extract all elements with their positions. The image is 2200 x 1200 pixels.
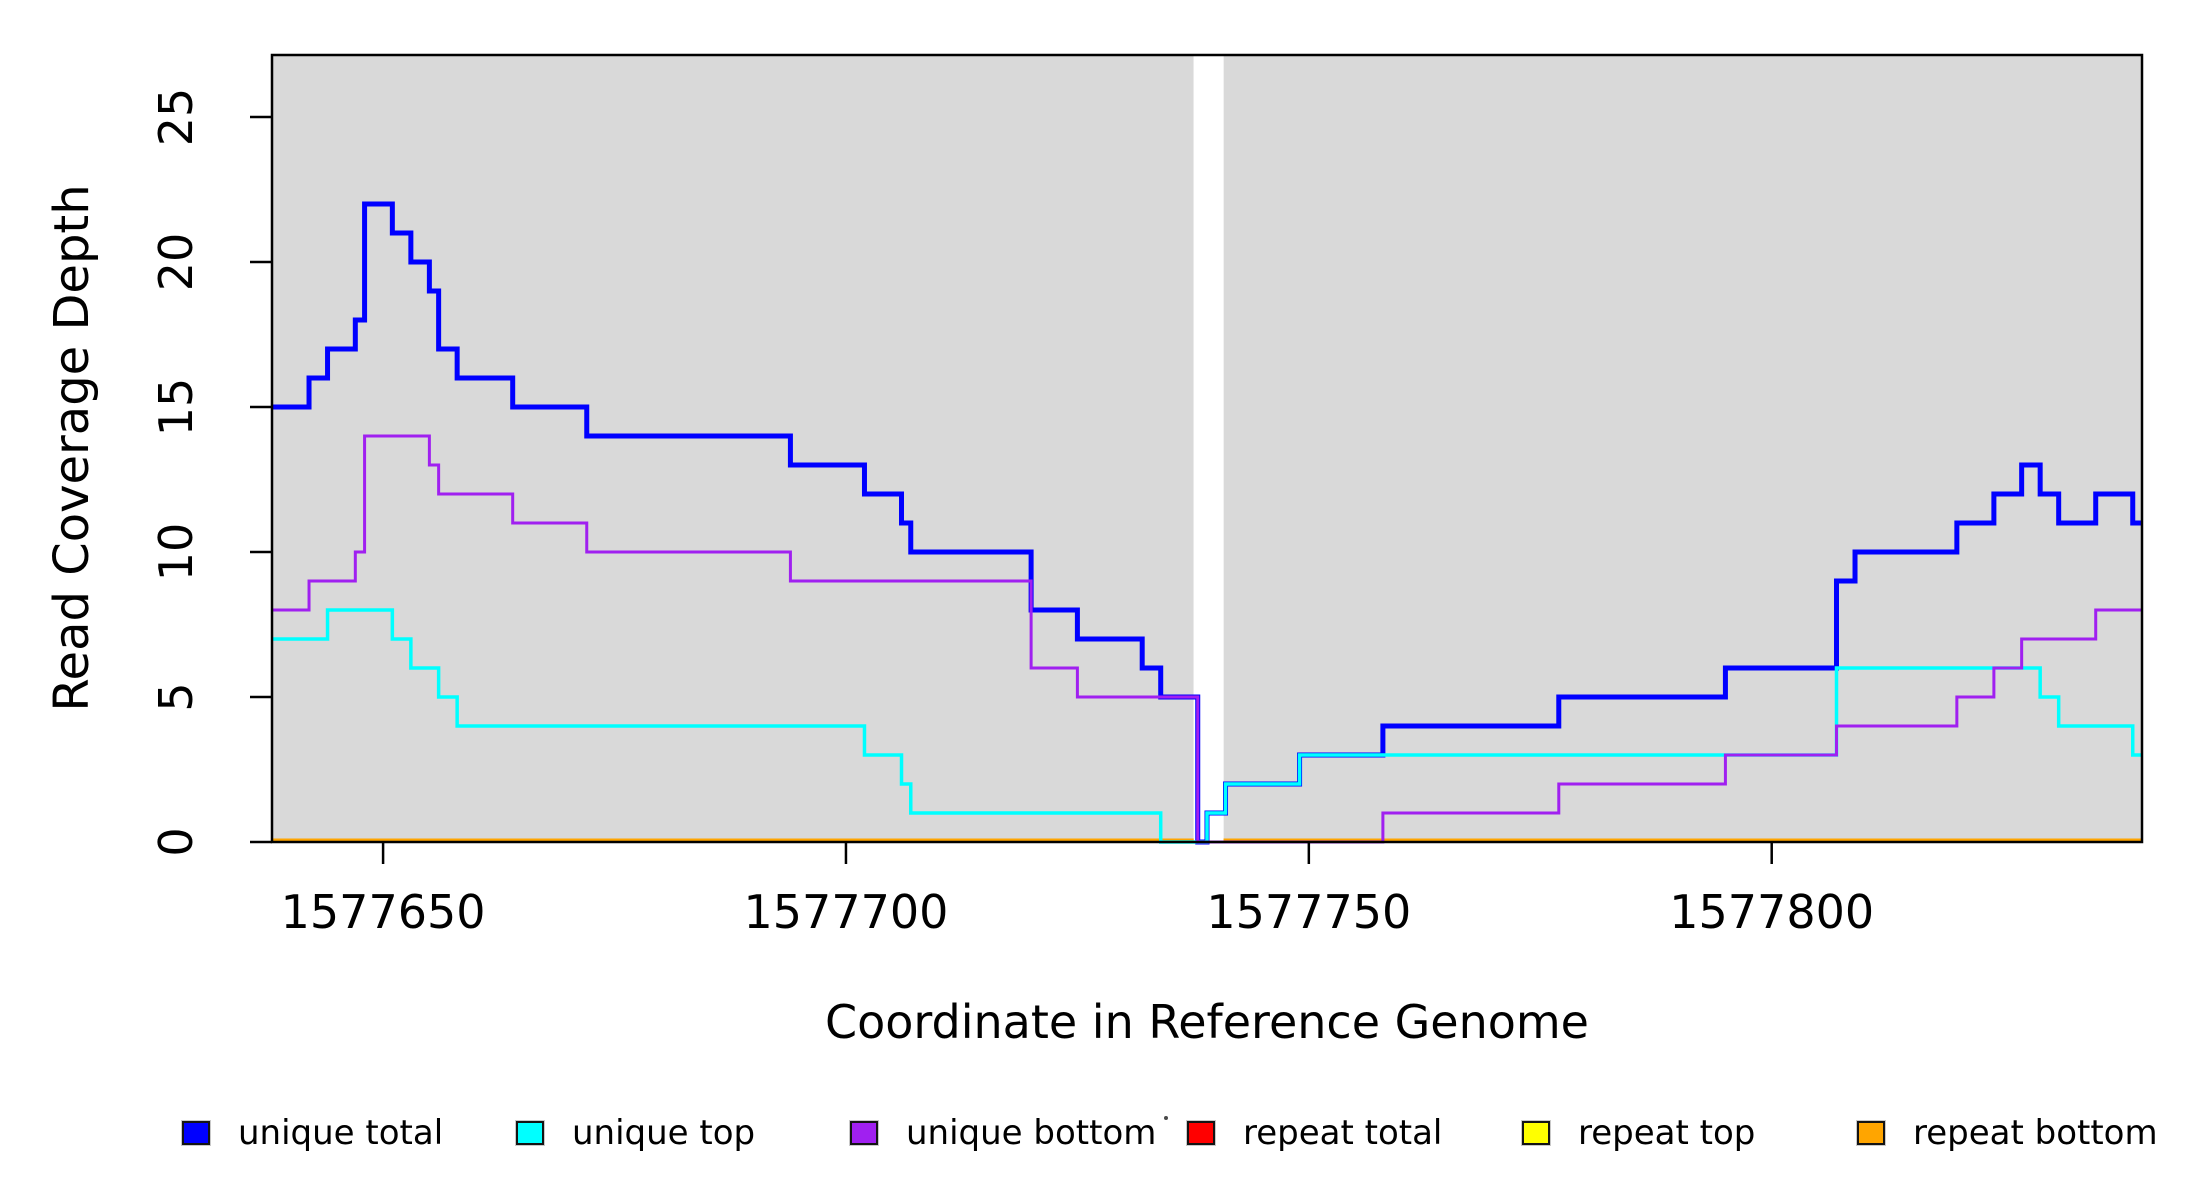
chart-legend: unique total unique top unique bottom re… xyxy=(0,1110,2200,1160)
unique-bottom-swatch-icon xyxy=(850,1121,878,1145)
legend-label: unique top xyxy=(572,1113,756,1153)
legend-label: repeat bottom xyxy=(1913,1113,2158,1153)
unique-total-swatch-icon xyxy=(182,1121,210,1145)
y-axis-tick-label: 0 xyxy=(149,827,203,856)
legend-item-unique-total: unique total xyxy=(182,1110,443,1156)
repeat-bottom-swatch-icon xyxy=(1857,1121,1885,1145)
unique-total-step-line xyxy=(272,201,2142,845)
legend-item-repeat-top: repeat top xyxy=(1522,1110,1755,1156)
unique-bottom-step-line xyxy=(272,434,2142,844)
plot-border xyxy=(270,53,2144,844)
y-axis-tick-label: 25 xyxy=(149,88,203,147)
x-axis-tick-label: 1577700 xyxy=(744,885,949,939)
y-axis-tick-label: 5 xyxy=(149,682,203,711)
legend-label: repeat top xyxy=(1578,1113,1756,1153)
x-axis-title: Coordinate in Reference Genome xyxy=(825,995,1589,1049)
x-axis-tick-label: 1577650 xyxy=(281,885,486,939)
unique-top-step-line xyxy=(272,608,2142,844)
y-axis-tick-label: 10 xyxy=(149,523,203,582)
legend-label: unique bottom xyxy=(906,1113,1157,1153)
legend-item-unique-top: unique top xyxy=(516,1110,755,1156)
repeat-total-swatch-icon xyxy=(1187,1121,1215,1145)
y-axis-tick-label: 20 xyxy=(149,233,203,292)
stray-dot-artifact xyxy=(1164,1116,1168,1120)
x-axis-tick-label: 1577800 xyxy=(1669,885,1874,939)
y-axis-tick-label: 15 xyxy=(149,378,203,437)
legend-item-repeat-bottom: repeat bottom xyxy=(1857,1110,2158,1156)
legend-item-repeat-total: repeat total xyxy=(1187,1110,1442,1156)
repeat-top-swatch-icon xyxy=(1522,1121,1550,1145)
legend-item-unique-bottom: unique bottom xyxy=(850,1110,1156,1156)
legend-label: unique total xyxy=(238,1113,444,1153)
legend-label: repeat total xyxy=(1243,1113,1443,1153)
unique-top-swatch-icon xyxy=(516,1121,544,1145)
y-axis-title: Read Coverage Depth xyxy=(44,184,100,711)
x-axis-tick-label: 1577750 xyxy=(1206,885,1411,939)
